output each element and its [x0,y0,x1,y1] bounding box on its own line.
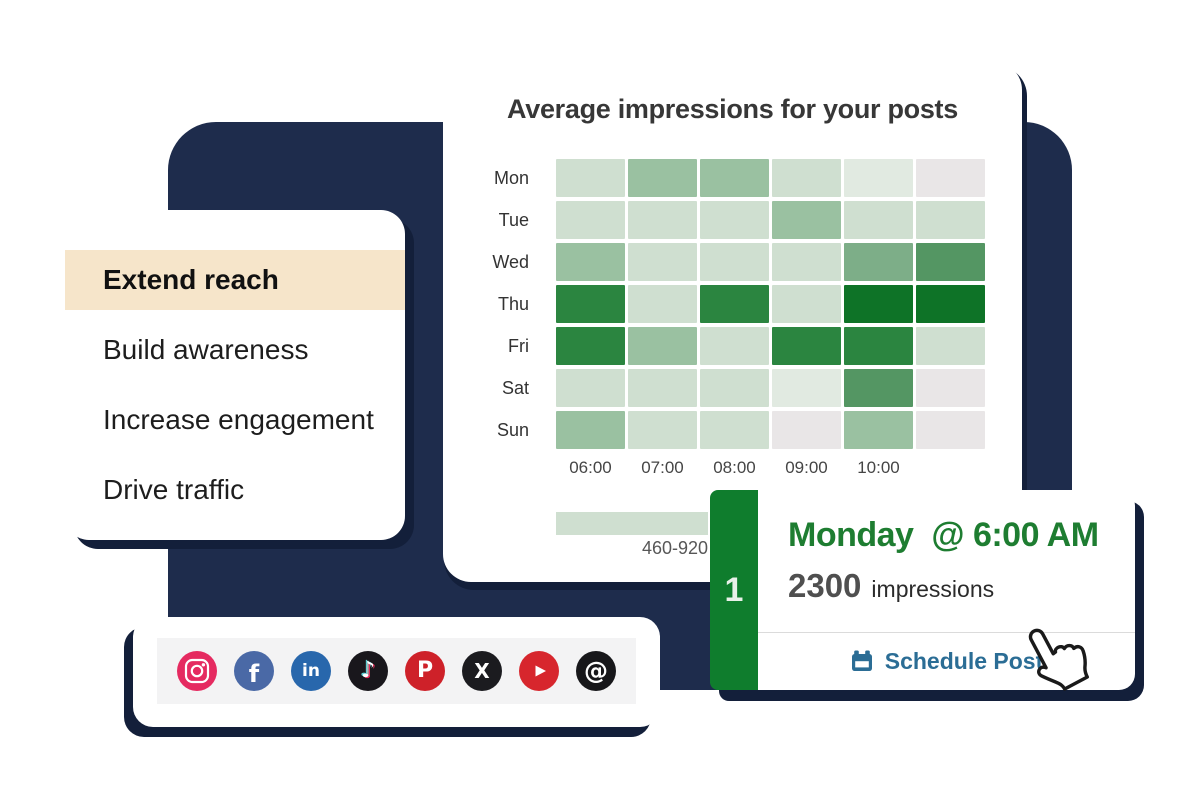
rank-strip: 1 [710,490,758,690]
heatmap-cell[interactable] [916,369,985,407]
heatmap-cell[interactable] [844,411,913,449]
menu-item-drive-traffic[interactable]: Drive traffic [103,474,245,505]
x-glyph: X [474,659,490,683]
heatmap-row-label: Fri [508,336,529,356]
pinterest-glyph: P [416,658,434,683]
heatmap-cell[interactable] [700,369,769,407]
heatmap-cell[interactable] [844,285,913,323]
youtube-play-glyph [535,665,546,677]
schedule-post-label: Schedule Post [884,647,1044,674]
heatmap-cell[interactable] [628,327,697,365]
divider [758,632,1135,633]
heatmap-row-label: Tue [498,210,529,230]
heatmap-row-label: Mon [493,168,529,188]
social-networks-card: f in ♪ P X @ [133,617,660,727]
heatmap-cell[interactable] [556,243,625,281]
impressions-value: 2300 [788,567,862,604]
menu-item-extend-reach[interactable]: Extend reach [65,250,405,310]
instagram-icon[interactable] [177,651,217,691]
heatmap-cell[interactable] [700,285,769,323]
heatmap-cell[interactable] [700,243,769,281]
heatmap-cell[interactable] [700,327,769,365]
heatmap-legend-swatch [556,512,708,535]
rank-number: 1 [724,570,744,609]
heatmap-cell[interactable] [556,201,625,239]
heatmap-cell[interactable] [772,285,841,323]
threads-glyph: @ [584,657,608,685]
heatmap-x-label: 10:00 [857,458,900,477]
best-time-card-body: Monday @ 6:00 AM 2300 impressions [758,490,1135,605]
heatmap-cell[interactable] [628,201,697,239]
heatmap-row-label: Wed [492,252,529,272]
threads-icon[interactable]: @ [576,651,616,691]
calendar-icon [851,650,872,671]
heatmap-cell[interactable] [700,411,769,449]
heatmap-cell[interactable] [556,369,625,407]
heatmap-legend-label: 460-920 [641,538,708,558]
best-time-card: 1 Monday @ 6:00 AM 2300 impressions Sched… [710,490,1135,690]
heatmap-cell[interactable] [844,327,913,365]
heatmap-cell[interactable] [916,327,985,365]
facebook-glyph: f [248,660,260,688]
heatmap-x-label: 08:00 [713,458,756,477]
heatmap-cell[interactable] [556,411,625,449]
impressions-metric: 2300 impressions [788,567,1135,605]
heatmap-x-label [916,453,985,491]
heatmap-x-label: 07:00 [641,458,684,477]
heatmap-row-label: Thu [497,294,529,314]
tiktok-icon[interactable]: ♪ [348,651,388,691]
heatmap-cell[interactable] [844,159,913,197]
heatmap-cell[interactable] [916,411,985,449]
heatmap-cell[interactable] [628,159,697,197]
heatmap-cell[interactable] [628,285,697,323]
heatmap-cell[interactable] [772,243,841,281]
heatmap-cell[interactable] [700,201,769,239]
heatmap-row-label: Sat [501,378,529,398]
heatmap-card: Average impressions for your posts Mon Tu… [443,62,1022,582]
heatmap-cell[interactable] [916,285,985,323]
heatmap-cell[interactable] [628,411,697,449]
heatmap-cell[interactable] [916,201,985,239]
heatmap-cell[interactable] [628,243,697,281]
heatmap-x-label: 09:00 [785,458,828,477]
menu-item-build-awareness[interactable]: Build awareness [103,334,309,365]
goals-menu-card: Extend reach Build awareness Increase enga… [65,210,405,540]
linkedin-icon[interactable]: in [291,651,331,691]
instagram-camera-glyph [184,658,210,684]
heatmap-title: Average impressions for your posts [507,94,958,124]
heatmap-cell[interactable] [772,411,841,449]
heatmap-grid: Mon Tue Wed Thu Fri Sat Sun 06:00 07:00 08:00 09:0… [453,159,985,491]
heatmap-cell[interactable] [772,201,841,239]
heatmap-cell[interactable] [556,285,625,323]
heatmap-row-label: Sun [496,420,529,440]
heatmap-axis-spacer [453,453,553,491]
heatmap-cell[interactable] [556,327,625,365]
youtube-icon[interactable] [519,651,559,691]
heatmap-cell[interactable] [772,369,841,407]
linkedin-glyph: in [302,660,320,681]
heatmap-x-label: 06:00 [569,458,612,477]
social-icons-band: f in ♪ P X @ [157,638,636,704]
heatmap-cell[interactable] [916,243,985,281]
tiktok-glyph: ♪ [360,658,376,683]
heatmap-cell[interactable] [916,159,985,197]
heatmap-cell[interactable] [556,159,625,197]
heatmap-cell[interactable] [844,369,913,407]
schedule-post-button[interactable]: Schedule Post [758,633,1135,689]
menu-item-increase-engagement[interactable]: Increase engagement [103,404,374,435]
pinterest-icon[interactable]: P [405,651,445,691]
heatmap-cell[interactable] [700,159,769,197]
heatmap-cell[interactable] [844,243,913,281]
best-time-headline: Monday @ 6:00 AM [788,516,1099,554]
heatmap-cell[interactable] [772,159,841,197]
hand-pointer-cursor [1028,628,1089,691]
x-icon[interactable]: X [462,651,502,691]
impressions-unit: impressions [871,576,995,602]
heatmap-cell[interactable] [844,201,913,239]
facebook-icon[interactable]: f [234,651,274,691]
heatmap-cell[interactable] [772,327,841,365]
heatmap-cell[interactable] [628,369,697,407]
